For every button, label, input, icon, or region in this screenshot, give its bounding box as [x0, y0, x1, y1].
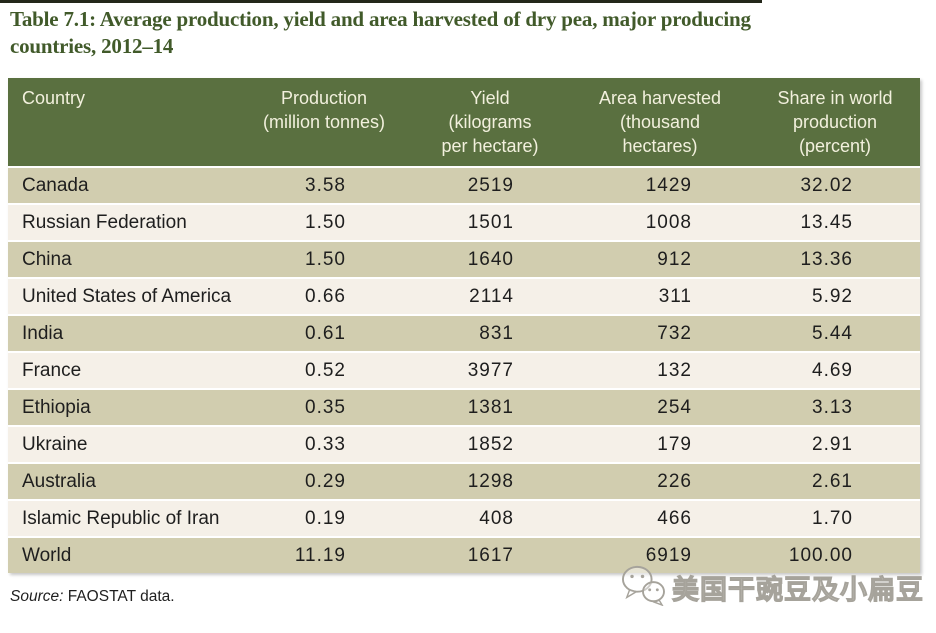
watermark: 美国干豌豆及小扁豆	[619, 564, 924, 611]
table-row: Australia 0.29 1298 226 2.61	[8, 464, 920, 499]
share-cell: 3.13	[750, 390, 920, 425]
area-cell: 912	[570, 242, 750, 277]
table-header-row: Country Production (million tonnes) Yiel…	[8, 78, 920, 166]
share-cell: 1.70	[750, 501, 920, 536]
yield-cell: 408	[410, 501, 570, 536]
production-cell: 11.19	[238, 538, 410, 573]
yield-cell: 1298	[410, 464, 570, 499]
country-cell: China	[8, 242, 238, 277]
production-cell: 0.29	[238, 464, 410, 499]
country-cell: Islamic Republic of Iran	[8, 501, 238, 536]
source-text: FAOSTAT data.	[67, 588, 175, 605]
watermark-text: 美国干豌豆及小扁豆	[672, 575, 924, 606]
column-header-area: Area harvested (thousand hectares)	[570, 78, 750, 166]
yield-cell: 3977	[410, 353, 570, 388]
top-edge-line	[0, 0, 762, 3]
area-cell: 179	[570, 427, 750, 462]
share-cell: 100.00	[750, 538, 920, 573]
country-cell: Russian Federation	[8, 205, 238, 240]
yield-cell: 1852	[410, 427, 570, 462]
yield-cell: 1617	[410, 538, 570, 573]
table-row: Russian Federation 1.50 1501 1008 13.45	[8, 205, 920, 240]
area-cell: 254	[570, 390, 750, 425]
country-cell: United States of America	[8, 279, 238, 314]
column-header-share: Share in world production (percent)	[750, 78, 920, 166]
source-label: Source:	[10, 588, 64, 605]
share-cell: 13.36	[750, 242, 920, 277]
country-cell: France	[8, 353, 238, 388]
production-cell: 0.52	[238, 353, 410, 388]
share-cell: 32.02	[750, 168, 920, 203]
country-cell: Ethiopia	[8, 390, 238, 425]
table-row: Ethiopia 0.35 1381 254 3.13	[8, 390, 920, 425]
production-cell: 0.35	[238, 390, 410, 425]
yield-cell: 1501	[410, 205, 570, 240]
table-row: Islamic Republic of Iran 0.19 408 466 1.…	[8, 501, 920, 536]
production-cell: 1.50	[238, 242, 410, 277]
area-cell: 1429	[570, 168, 750, 203]
area-cell: 226	[570, 464, 750, 499]
column-header-country: Country	[8, 78, 238, 166]
production-cell: 3.58	[238, 168, 410, 203]
country-cell: Ukraine	[8, 427, 238, 462]
table-row: Canada 3.58 2519 1429 32.02	[8, 168, 920, 203]
area-cell: 1008	[570, 205, 750, 240]
area-cell: 6919	[570, 538, 750, 573]
area-cell: 732	[570, 316, 750, 351]
country-cell: World	[8, 538, 238, 573]
production-cell: 0.61	[238, 316, 410, 351]
share-cell: 2.61	[750, 464, 920, 499]
table-row: India 0.61 831 732 5.44	[8, 316, 920, 351]
production-cell: 0.33	[238, 427, 410, 462]
table-row: Ukraine 0.33 1852 179 2.91	[8, 427, 920, 462]
table-title: Table 7.1: Average production, yield and…	[10, 7, 751, 58]
yield-cell: 2519	[410, 168, 570, 203]
data-table: Country Production (million tonnes) Yiel…	[8, 78, 920, 573]
country-cell: Australia	[8, 464, 238, 499]
share-cell: 13.45	[750, 205, 920, 240]
table-row: China 1.50 1640 912 13.36	[8, 242, 920, 277]
area-cell: 132	[570, 353, 750, 388]
yield-cell: 831	[410, 316, 570, 351]
share-cell: 5.44	[750, 316, 920, 351]
production-cell: 0.66	[238, 279, 410, 314]
share-cell: 2.91	[750, 427, 920, 462]
production-cell: 1.50	[238, 205, 410, 240]
country-cell: Canada	[8, 168, 238, 203]
yield-cell: 2114	[410, 279, 570, 314]
country-cell: India	[8, 316, 238, 351]
column-header-yield: Yield (kilograms per hectare)	[410, 78, 570, 166]
yield-cell: 1381	[410, 390, 570, 425]
production-cell: 0.19	[238, 501, 410, 536]
wechat-icon	[619, 564, 667, 611]
table-row: France 0.52 3977 132 4.69	[8, 353, 920, 388]
source-note: Source: FAOSTAT data.	[10, 588, 175, 606]
share-cell: 4.69	[750, 353, 920, 388]
table-row-world: World 11.19 1617 6919 100.00	[8, 538, 920, 573]
area-cell: 311	[570, 279, 750, 314]
column-header-production: Production (million tonnes)	[238, 78, 410, 166]
area-cell: 466	[570, 501, 750, 536]
share-cell: 5.92	[750, 279, 920, 314]
table-row: United States of America 0.66 2114 311 5…	[8, 279, 920, 314]
yield-cell: 1640	[410, 242, 570, 277]
